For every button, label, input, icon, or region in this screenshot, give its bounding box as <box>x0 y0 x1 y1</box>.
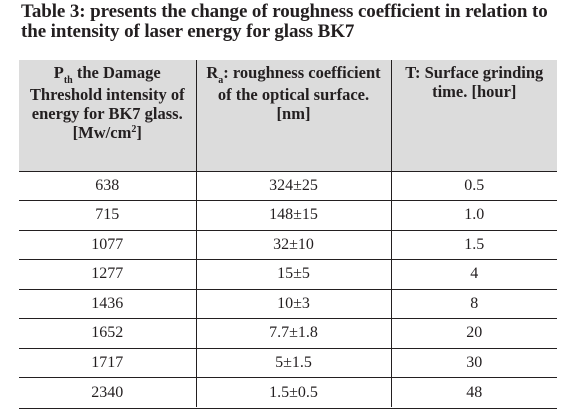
table-row: 638 324±25 0.5 <box>19 170 557 201</box>
table-row: 1717 5±1.5 30 <box>19 347 557 378</box>
cell-roughness: 32±10 <box>195 229 391 260</box>
cell-time: 1.0 <box>390 200 557 230</box>
header-grinding-time-text: T: Surface grinding time. [hour] <box>405 63 544 101</box>
cell-roughness: 324±25 <box>195 170 391 201</box>
cell-time: 30 <box>390 347 557 378</box>
header-subscript-th: th <box>63 75 73 86</box>
cell-time: 4 <box>390 259 557 289</box>
cell-threshold: 1277 <box>19 259 196 289</box>
header-symbol-p: P <box>53 63 64 82</box>
header-roughness-text: : roughness coefficient of the optical s… <box>217 63 381 123</box>
caption-text: presents the change of roughness coeffic… <box>21 1 548 42</box>
cell-time: 48 <box>390 377 557 407</box>
header-grinding-time: T: Surface grinding time. [hour] <box>390 60 557 171</box>
header-damage-threshold: Pth the Damage Threshold intensity of en… <box>19 60 196 171</box>
cell-threshold: 715 <box>19 200 196 230</box>
cell-roughness: 1.5±0.5 <box>195 377 391 407</box>
table-body: 638 324±25 0.5 715 148±15 1.0 1077 32±10… <box>19 170 557 407</box>
cell-threshold: 1652 <box>19 318 196 348</box>
roughness-table: Pth the Damage Threshold intensity of en… <box>19 60 557 407</box>
header-damage-threshold-text: the Damage Threshold intensity of energy… <box>29 63 185 142</box>
cell-threshold: 1717 <box>19 347 196 378</box>
header-symbol-r: R <box>206 63 219 82</box>
table-row: 1077 32±10 1.5 <box>19 229 557 260</box>
cell-time: 8 <box>390 288 557 319</box>
cell-roughness: 5±1.5 <box>195 347 391 378</box>
table-caption: Table 3: presents the change of roughnes… <box>21 2 561 42</box>
cell-time: 0.5 <box>390 170 557 201</box>
cell-threshold: 1436 <box>19 288 196 319</box>
cell-time: 1.5 <box>390 229 557 260</box>
cell-roughness: 15±5 <box>195 259 391 289</box>
cell-threshold: 2340 <box>19 377 196 407</box>
table-row: 2340 1.5±0.5 48 <box>19 377 557 407</box>
cell-roughness: 148±15 <box>195 200 391 230</box>
table-row: 715 148±15 1.0 <box>19 200 557 230</box>
header-row: Pth the Damage Threshold intensity of en… <box>19 60 557 171</box>
header-superscript-2: 2 <box>131 124 137 135</box>
header-roughness: Ra: roughness coefficient of the optical… <box>195 60 391 171</box>
caption-label: Table 3: <box>21 1 86 22</box>
cell-threshold: 1077 <box>19 229 196 260</box>
header-damage-threshold-suffix: ] <box>136 123 142 142</box>
cell-roughness: 10±3 <box>195 288 391 319</box>
cell-threshold: 638 <box>19 170 196 201</box>
cell-time: 20 <box>390 318 557 348</box>
table-bottom-rule <box>19 408 557 409</box>
cell-roughness: 7.7±1.8 <box>195 318 391 348</box>
table-row: 1277 15±5 4 <box>19 259 557 289</box>
header-subscript-a: a <box>218 75 224 86</box>
table-row: 1652 7.7±1.8 20 <box>19 318 557 348</box>
table-row: 1436 10±3 8 <box>19 288 557 319</box>
table-header: Pth the Damage Threshold intensity of en… <box>19 60 557 171</box>
